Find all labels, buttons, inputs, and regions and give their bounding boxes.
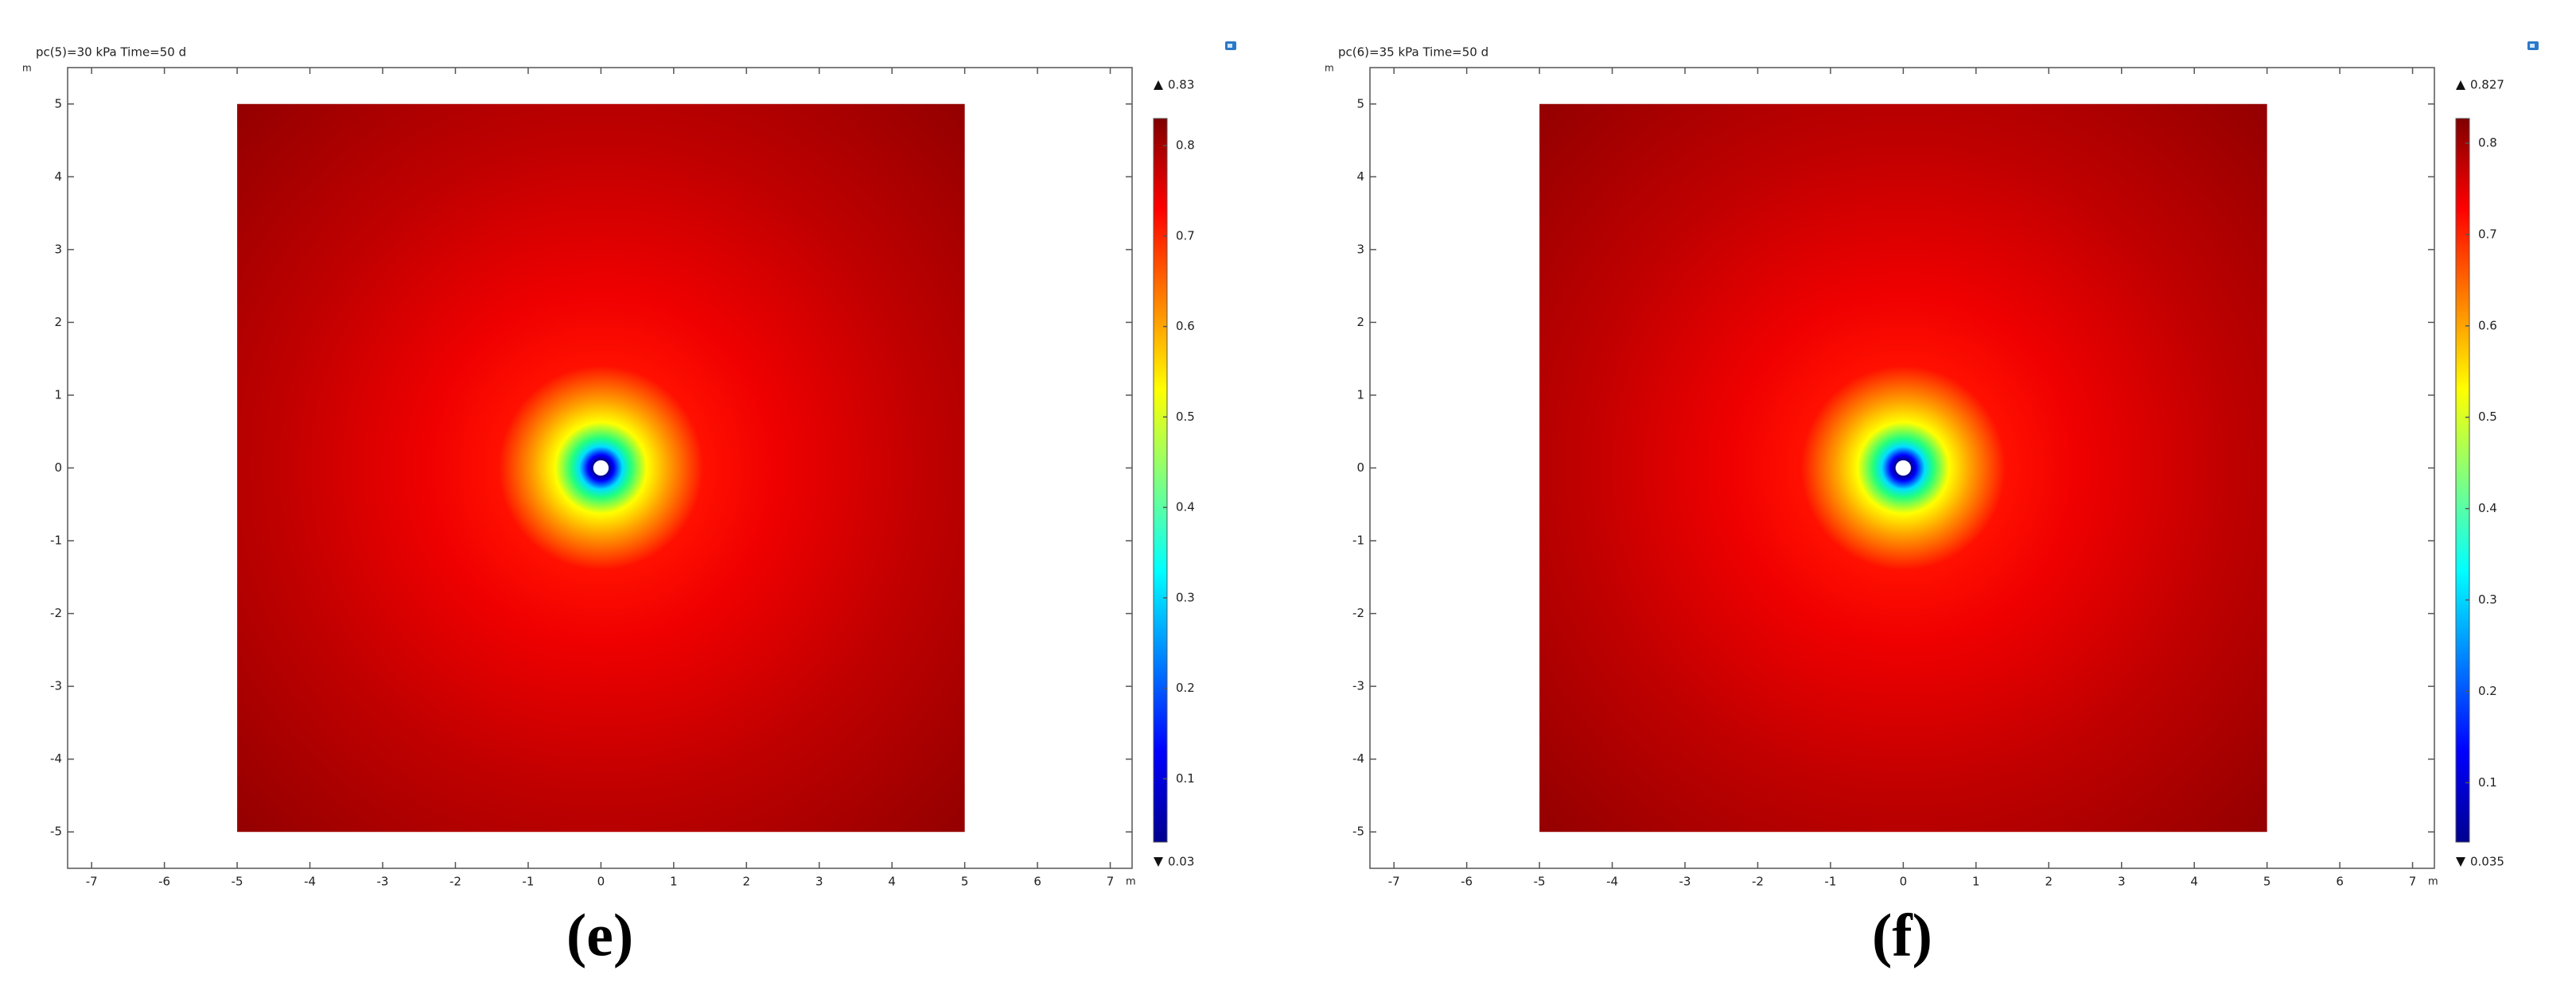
- y-tick-label: 5: [54, 96, 62, 111]
- colorbar: [1153, 118, 1168, 843]
- y-tick-label: -3: [50, 679, 62, 693]
- y-tick-label: -1: [50, 534, 62, 548]
- y-tick-label: -2: [1352, 606, 1364, 620]
- y-tick-label: 2: [54, 315, 62, 329]
- x-unit: m: [1126, 876, 1136, 888]
- min-arrow: [1154, 857, 1163, 867]
- x-tick-label: -6: [158, 875, 170, 889]
- plot-title: pc(6)=35 kPa Time=50 d: [1338, 45, 1488, 60]
- y-tick-label: -5: [1352, 825, 1364, 839]
- colorbar-tick-label: 0.3: [2478, 592, 2497, 607]
- x-tick-label: 3: [815, 875, 823, 889]
- x-tick-label: 6: [1033, 875, 1041, 889]
- x-tick-label: -2: [449, 875, 461, 889]
- colorbar-tick-label: 0.3: [1176, 590, 1195, 604]
- y-tick-label: 1: [1356, 387, 1364, 402]
- y-tick-label: 2: [1356, 315, 1364, 329]
- colorbar-tick-label: 0.7: [1176, 228, 1195, 243]
- y-tick-label: -3: [1352, 679, 1364, 693]
- colorbar-tick-label: 0.2: [1176, 681, 1195, 695]
- colorbar-tick-label: 0.1: [2478, 775, 2497, 790]
- x-tick-label: -2: [1752, 875, 1764, 889]
- x-tick-label: 7: [1107, 875, 1115, 889]
- y-unit: m: [22, 63, 32, 74]
- colorbar-tick-label: 0.8: [2478, 136, 2497, 150]
- max-arrow: [2456, 80, 2465, 90]
- x-tick-label: 2: [2045, 875, 2053, 889]
- colorbar-max: 0.827: [2470, 78, 2504, 92]
- y-tick-label: 3: [54, 242, 62, 256]
- x-unit: m: [2428, 876, 2438, 888]
- colorbar-tick-label: 0.7: [2478, 227, 2497, 241]
- field-domain: [1539, 103, 2267, 833]
- y-tick-label: 3: [1356, 242, 1364, 256]
- x-tick-label: -5: [1534, 875, 1546, 889]
- field-domain: [237, 103, 965, 833]
- x-tick-label: 1: [1972, 875, 1980, 889]
- colorbar-tick-label: 0.4: [1176, 500, 1195, 514]
- y-tick-label: 5: [1356, 96, 1364, 111]
- y-tick-label: -2: [50, 606, 62, 620]
- x-tick-label: 7: [2409, 875, 2417, 889]
- x-tick-label: -3: [377, 875, 389, 889]
- y-tick-label: -5: [50, 825, 62, 839]
- y-tick-label: 4: [54, 169, 62, 184]
- y-tick-label: -1: [1352, 534, 1364, 548]
- caption: (e): [566, 902, 633, 969]
- x-tick-label: 3: [2118, 875, 2126, 889]
- x-tick-label: 0: [597, 875, 605, 889]
- y-tick-label: 1: [54, 387, 62, 402]
- icon-inner: [1228, 44, 1232, 48]
- x-tick-label: -1: [1824, 875, 1836, 889]
- colorbar-tick-label: 0.1: [1176, 771, 1195, 786]
- x-tick-label: 5: [961, 875, 969, 889]
- x-tick-label: -7: [1388, 875, 1400, 889]
- x-tick-label: 2: [743, 875, 751, 889]
- x-tick-label: -5: [232, 875, 243, 889]
- x-tick-label: 1: [670, 875, 678, 889]
- x-tick-label: 0: [1900, 875, 1908, 889]
- max-arrow: [1154, 80, 1163, 90]
- y-tick-label: 4: [1356, 169, 1364, 184]
- colorbar-tick-label: 0.6: [2478, 318, 2497, 332]
- x-tick-label: -3: [1679, 875, 1691, 889]
- x-tick-label: -1: [522, 875, 534, 889]
- colorbar-max: 0.83: [1168, 78, 1194, 92]
- x-tick-label: 5: [2263, 875, 2271, 889]
- x-tick-label: 6: [2336, 875, 2344, 889]
- y-tick-label: -4: [1352, 751, 1364, 766]
- colorbar-tick-label: 0.5: [1176, 410, 1195, 424]
- colorbar-tick-label: 0.2: [2478, 684, 2497, 698]
- icon-inner: [2530, 44, 2535, 48]
- x-tick-label: 4: [888, 875, 896, 889]
- x-tick-label: -6: [1461, 875, 1473, 889]
- x-tick-label: -4: [304, 875, 316, 889]
- y-tick-label: 0: [54, 460, 62, 475]
- min-arrow: [2456, 857, 2465, 867]
- x-tick-label: 4: [2190, 875, 2198, 889]
- y-unit: m: [1325, 63, 1334, 74]
- colorbar-min: 0.03: [1168, 855, 1194, 869]
- colorbar-tick-label: 0.6: [1176, 319, 1195, 333]
- caption: (f): [1872, 902, 1932, 969]
- plot-title: pc(5)=30 kPa Time=50 d: [36, 45, 186, 60]
- x-tick-label: -7: [86, 875, 98, 889]
- colorbar-min: 0.035: [2470, 855, 2504, 869]
- x-tick-label: -4: [1606, 875, 1618, 889]
- colorbar-tick-label: 0.8: [1176, 138, 1195, 153]
- colorbar-tick-label: 0.4: [2478, 501, 2497, 515]
- colorbar: [2455, 118, 2470, 843]
- colorbar-tick-label: 0.5: [2478, 410, 2497, 424]
- y-tick-label: -4: [50, 751, 62, 766]
- y-tick-label: 0: [1356, 460, 1364, 475]
